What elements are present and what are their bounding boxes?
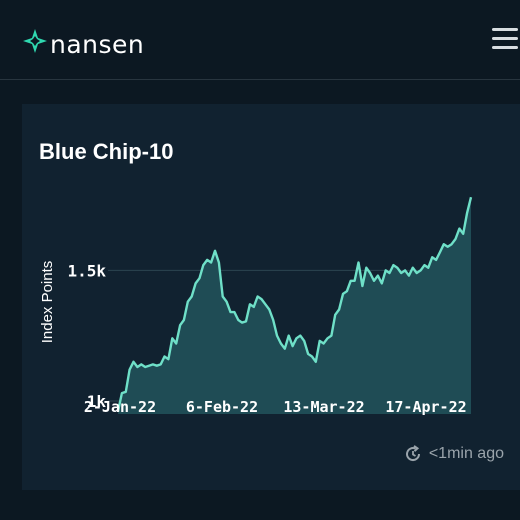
hamburger-menu-icon[interactable]	[490, 26, 520, 50]
y-axis-label: Index Points	[39, 261, 56, 344]
nansen-logo-icon	[23, 28, 47, 53]
index-line	[116, 196, 473, 412]
x-tick-label: 2-Jan-22	[84, 398, 156, 416]
top-header: nansen	[0, 0, 520, 80]
nansen-logo[interactable]: nansen	[22, 22, 144, 59]
x-tick-label: 17-Apr-22	[385, 398, 466, 416]
area-fill	[118, 197, 471, 414]
x-tick-label: 6-Feb-22	[186, 398, 258, 416]
y-tick-label: 1.5k	[67, 261, 106, 280]
index-chart: Index Points 1k 1.5k 2-Jan-22 6-Feb-22 13-M…	[39, 196, 473, 416]
x-tick-label: 13-Mar-22	[283, 398, 364, 416]
updated-text: <1min ago	[428, 445, 504, 462]
brand-name: nansen	[50, 30, 145, 59]
refresh-clock-icon	[405, 445, 420, 462]
card-title: Blue Chip-10	[39, 139, 174, 164]
y-tick-label: 1k	[87, 392, 107, 411]
index-card: Blue Chip-10 Index Points 1k 1.5k 2-Jan-2…	[22, 104, 520, 490]
last-updated: <1min ago	[403, 444, 504, 464]
